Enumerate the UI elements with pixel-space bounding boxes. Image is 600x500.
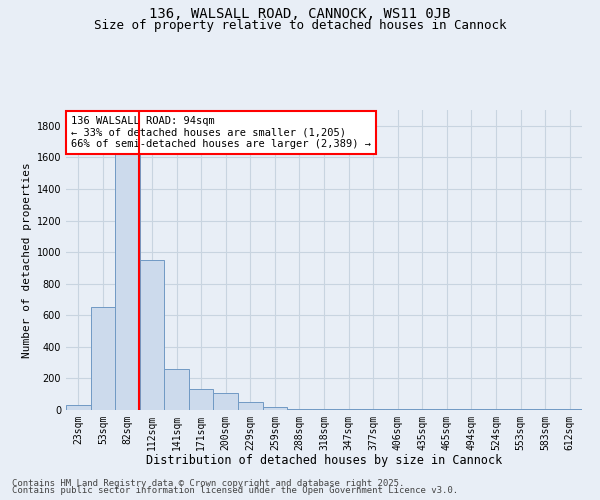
- Bar: [66, 406, 91, 410]
- Bar: [508, 409, 533, 410]
- Bar: [312, 409, 336, 410]
- Bar: [410, 409, 434, 410]
- Text: Contains public sector information licensed under the Open Government Licence v3: Contains public sector information licen…: [12, 486, 458, 495]
- Bar: [533, 409, 557, 410]
- Bar: [164, 369, 189, 410]
- Text: 136, WALSALL ROAD, CANNOCK, WS11 0JB: 136, WALSALL ROAD, CANNOCK, WS11 0JB: [149, 8, 451, 22]
- Text: 136 WALSALL ROAD: 94sqm
← 33% of detached houses are smaller (1,205)
66% of semi: 136 WALSALL ROAD: 94sqm ← 33% of detache…: [71, 116, 371, 149]
- Bar: [336, 409, 361, 410]
- Bar: [214, 392, 238, 410]
- Bar: [140, 260, 164, 410]
- Text: Size of property relative to detached houses in Cannock: Size of property relative to detached ho…: [94, 18, 506, 32]
- Bar: [115, 144, 140, 410]
- Bar: [385, 409, 410, 410]
- Bar: [263, 407, 287, 410]
- Bar: [287, 409, 312, 410]
- Bar: [189, 390, 214, 410]
- X-axis label: Distribution of detached houses by size in Cannock: Distribution of detached houses by size …: [146, 454, 502, 468]
- Text: Contains HM Land Registry data © Crown copyright and database right 2025.: Contains HM Land Registry data © Crown c…: [12, 478, 404, 488]
- Y-axis label: Number of detached properties: Number of detached properties: [22, 162, 32, 358]
- Bar: [557, 409, 582, 410]
- Bar: [434, 409, 459, 410]
- Bar: [361, 409, 385, 410]
- Bar: [238, 402, 263, 410]
- Bar: [91, 308, 115, 410]
- Bar: [484, 409, 508, 410]
- Bar: [459, 409, 484, 410]
